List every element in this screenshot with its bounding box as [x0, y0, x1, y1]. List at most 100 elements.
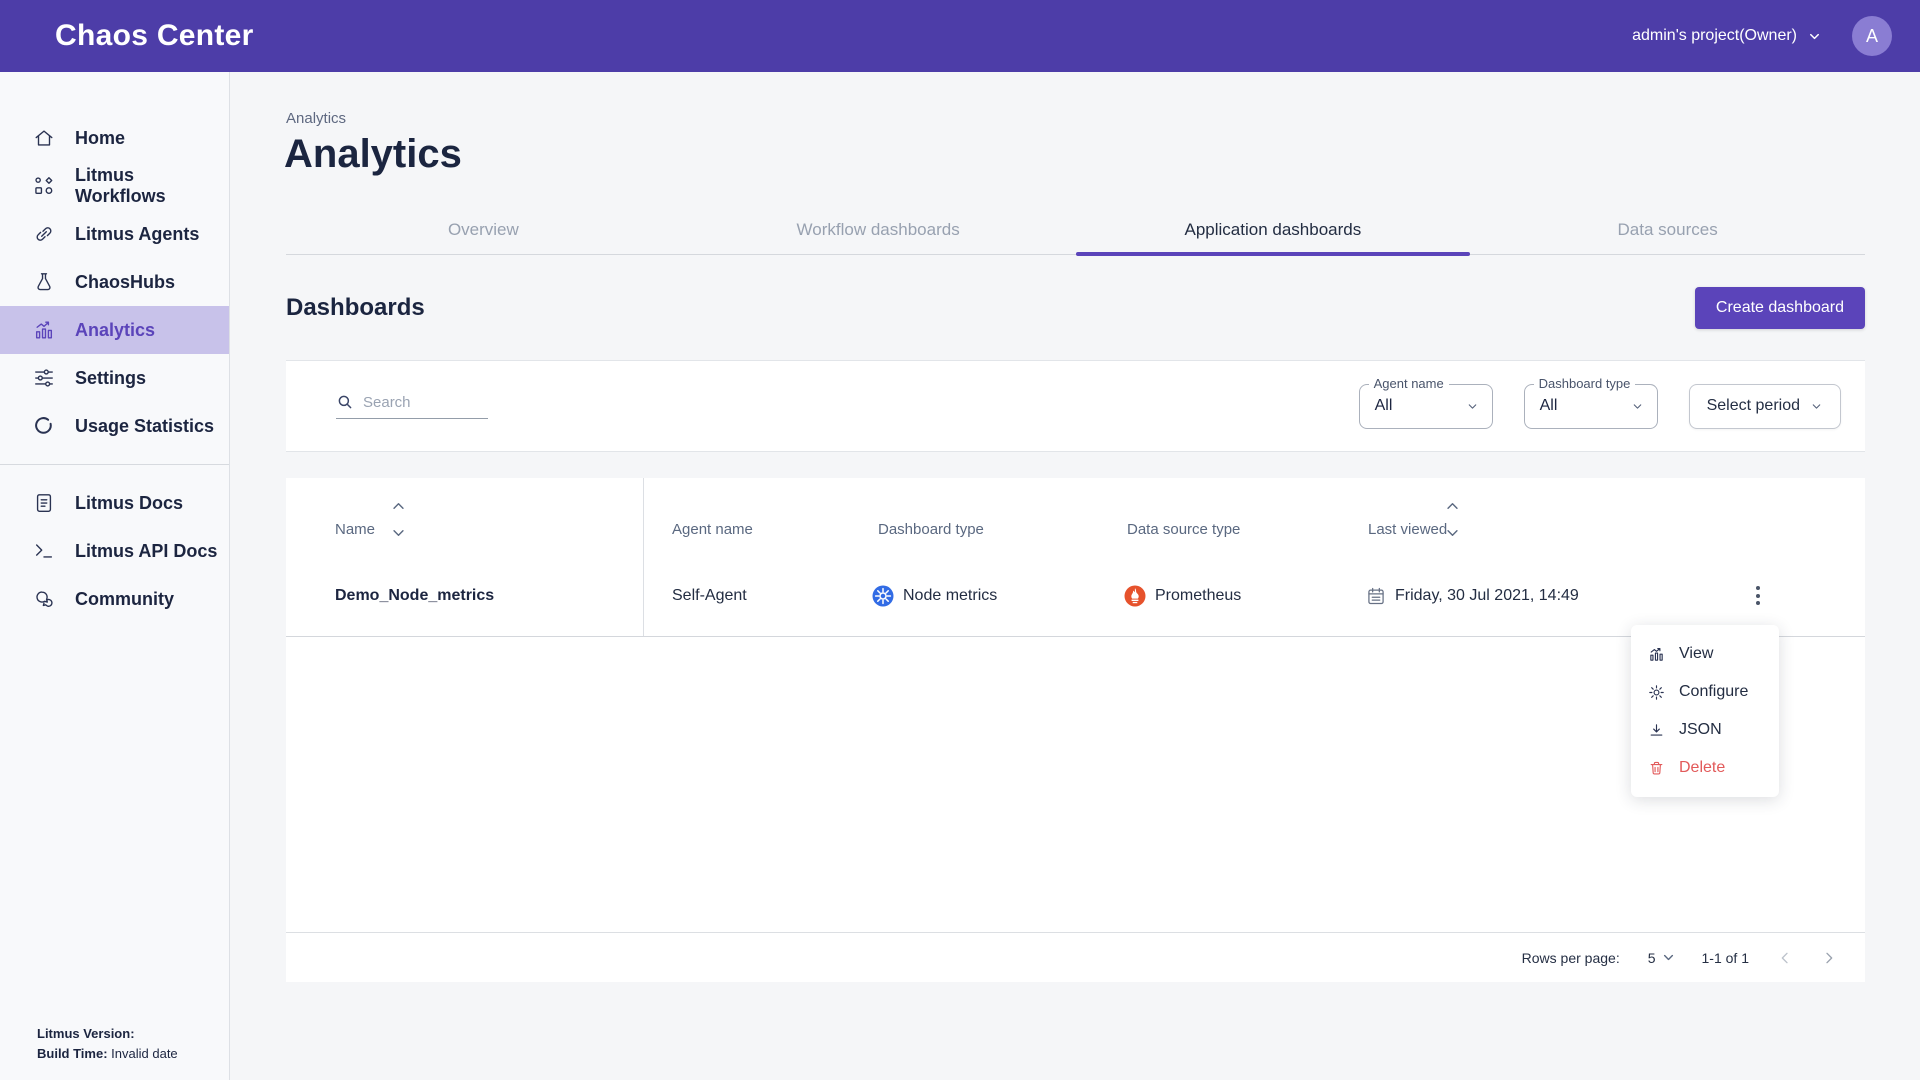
build-time-value: Invalid date — [111, 1045, 178, 1061]
rows-per-page-select[interactable]: 5 — [1648, 950, 1674, 966]
column-header-data-source-type: Data source type — [1127, 521, 1241, 538]
chevron-down-icon — [1468, 403, 1476, 409]
version-info: Litmus Version: Build Time: Invalid date — [37, 1024, 178, 1064]
filter-bar: Agent name All Dashboard type All Select… — [286, 360, 1865, 452]
column-header-name: Name — [335, 521, 376, 538]
chevron-right-icon — [1826, 952, 1833, 963]
sidebar-item-label: Analytics — [75, 319, 156, 340]
workflows-icon — [35, 177, 53, 195]
sidebar-item-label: Litmus Docs — [75, 492, 184, 513]
dashboard-type-label: Node metrics — [903, 586, 998, 604]
select-period-button[interactable]: Select period — [1688, 383, 1841, 429]
sidebar-item-litmus-agents[interactable]: Litmus Agents — [0, 210, 229, 258]
sidebar-item-usage-statistics[interactable]: Usage Statistics — [0, 402, 229, 450]
sidebar-item-label: Litmus Workflows — [75, 165, 166, 206]
sidebar-item-analytics[interactable]: Analytics — [0, 306, 229, 354]
menu-item-label: Delete — [1679, 759, 1726, 776]
row-data-source-type: Prometheus — [1124, 585, 1241, 607]
sort-asc-icon[interactable] — [392, 502, 405, 510]
pagination-bar: Rows per page: 5 1-1 of 1 — [286, 932, 1865, 982]
sidebar-item-litmus-docs[interactable]: Litmus Docs — [0, 479, 229, 527]
sidebar-item-label: Usage Statistics — [75, 415, 215, 436]
row-context-menu: View Configure JSON Delete — [1631, 625, 1779, 797]
litmus-version-label: Litmus Version: — [37, 1025, 135, 1041]
calendar-icon — [1368, 587, 1384, 604]
menu-item-label: Configure — [1679, 683, 1749, 700]
chevron-left-icon — [1781, 952, 1788, 963]
create-dashboard-button[interactable]: Create dashboard — [1694, 287, 1865, 329]
sidebar-item-community[interactable]: Community — [0, 575, 229, 623]
document-icon — [36, 494, 52, 512]
usage-icon — [35, 417, 52, 434]
sidebar-item-settings[interactable]: Settings — [0, 354, 229, 402]
column-header-dashboard-type: Dashboard type — [878, 521, 984, 538]
last-viewed-label: Friday, 30 Jul 2021, 14:49 — [1395, 586, 1579, 604]
row-actions-kebab-icon[interactable] — [1742, 580, 1774, 612]
chart-icon — [1650, 647, 1663, 661]
sort-asc-icon[interactable] — [1446, 502, 1459, 510]
tab-bar: Overview Workflow dashboards Application… — [286, 205, 1865, 256]
dashboard-type-select[interactable]: Dashboard type All — [1523, 375, 1658, 429]
sidebar-item-litmus-api-docs[interactable]: Litmus API Docs — [0, 527, 229, 575]
project-selector-label: admin's project(Owner) — [1632, 27, 1797, 44]
rows-per-page-label: Rows per page: — [1521, 949, 1620, 966]
home-icon — [35, 130, 53, 146]
terminal-icon — [35, 544, 53, 558]
avatar[interactable]: A — [1852, 16, 1892, 56]
flask-icon — [37, 273, 51, 291]
avatar-letter: A — [1865, 25, 1878, 46]
pagination-range: 1-1 of 1 — [1701, 949, 1749, 966]
row-agent-name: Self-Agent — [672, 586, 747, 604]
sidebar-item-label: Litmus API Docs — [75, 540, 218, 561]
sidebar-item-litmus-workflows[interactable]: Litmus Workflows — [0, 162, 229, 210]
column-header-agent-name: Agent name — [672, 521, 753, 538]
search-icon — [338, 395, 352, 409]
agent-name-select-label: Agent name — [1368, 375, 1449, 391]
chevron-down-icon — [1633, 403, 1641, 409]
sidebar-item-label: Home — [75, 127, 126, 148]
link-icon — [36, 227, 52, 241]
tab-application-dashboards[interactable]: Application dashboards — [1075, 205, 1471, 256]
dashboard-type-select-value: All — [1539, 397, 1558, 414]
menu-item-configure[interactable]: Configure — [1631, 673, 1779, 711]
project-selector[interactable]: admin's project(Owner) — [1632, 27, 1822, 45]
tab-data-sources[interactable]: Data sources — [1617, 219, 1718, 239]
sidebar: Home Litmus Workflows Litmus Agents Chao… — [0, 72, 230, 1080]
dashboards-table: Name Agent name Dashboard type Data sour… — [286, 478, 1865, 982]
app-title: Chaos Center — [55, 19, 254, 52]
agent-name-select[interactable]: Agent name All — [1358, 375, 1493, 429]
sidebar-item-home[interactable]: Home — [0, 114, 229, 162]
column-divider — [643, 478, 644, 637]
sidebar-item-label: Settings — [75, 367, 147, 388]
table-header: Name Agent name Dashboard type Data sour… — [286, 478, 1865, 555]
row-last-viewed: Friday, 30 Jul 2021, 14:49 — [1366, 586, 1579, 606]
chevron-down-icon — [1810, 33, 1819, 39]
previous-page-button[interactable] — [1777, 950, 1793, 966]
analytics-icon — [35, 321, 53, 339]
chevron-down-icon — [1812, 403, 1821, 409]
app-header: Chaos Center admin's project(Owner) A — [0, 0, 1920, 72]
menu-item-view[interactable]: View — [1631, 635, 1779, 673]
menu-item-label: JSON — [1679, 721, 1722, 738]
breadcrumb: Analytics — [286, 110, 347, 127]
data-source-type-label: Prometheus — [1155, 586, 1242, 604]
sort-desc-icon[interactable] — [1446, 529, 1459, 537]
menu-item-delete[interactable]: Delete — [1631, 749, 1779, 787]
sidebar-item-label: Community — [75, 588, 174, 609]
menu-item-json[interactable]: JSON — [1631, 711, 1779, 749]
sidebar-divider — [0, 464, 229, 465]
sort-desc-icon[interactable] — [392, 529, 405, 537]
next-page-button[interactable] — [1821, 950, 1837, 966]
sliders-icon — [35, 369, 53, 387]
main-content: Analytics Analytics Overview Workflow da… — [230, 72, 1920, 1080]
table-row[interactable]: Demo_Node_metrics Self-Agent Node metric… — [286, 555, 1865, 637]
tab-workflow-dashboards[interactable]: Workflow dashboards — [796, 219, 960, 239]
search-input[interactable] — [363, 393, 475, 411]
sidebar-item-chaoshubs[interactable]: ChaosHubs — [0, 258, 229, 306]
build-time-label: Build Time: — [37, 1045, 108, 1061]
download-icon — [1650, 723, 1663, 736]
section-title: Dashboards — [286, 294, 425, 321]
trash-icon — [1650, 761, 1663, 775]
menu-item-label: View — [1679, 645, 1714, 662]
tab-overview[interactable]: Overview — [447, 219, 519, 239]
